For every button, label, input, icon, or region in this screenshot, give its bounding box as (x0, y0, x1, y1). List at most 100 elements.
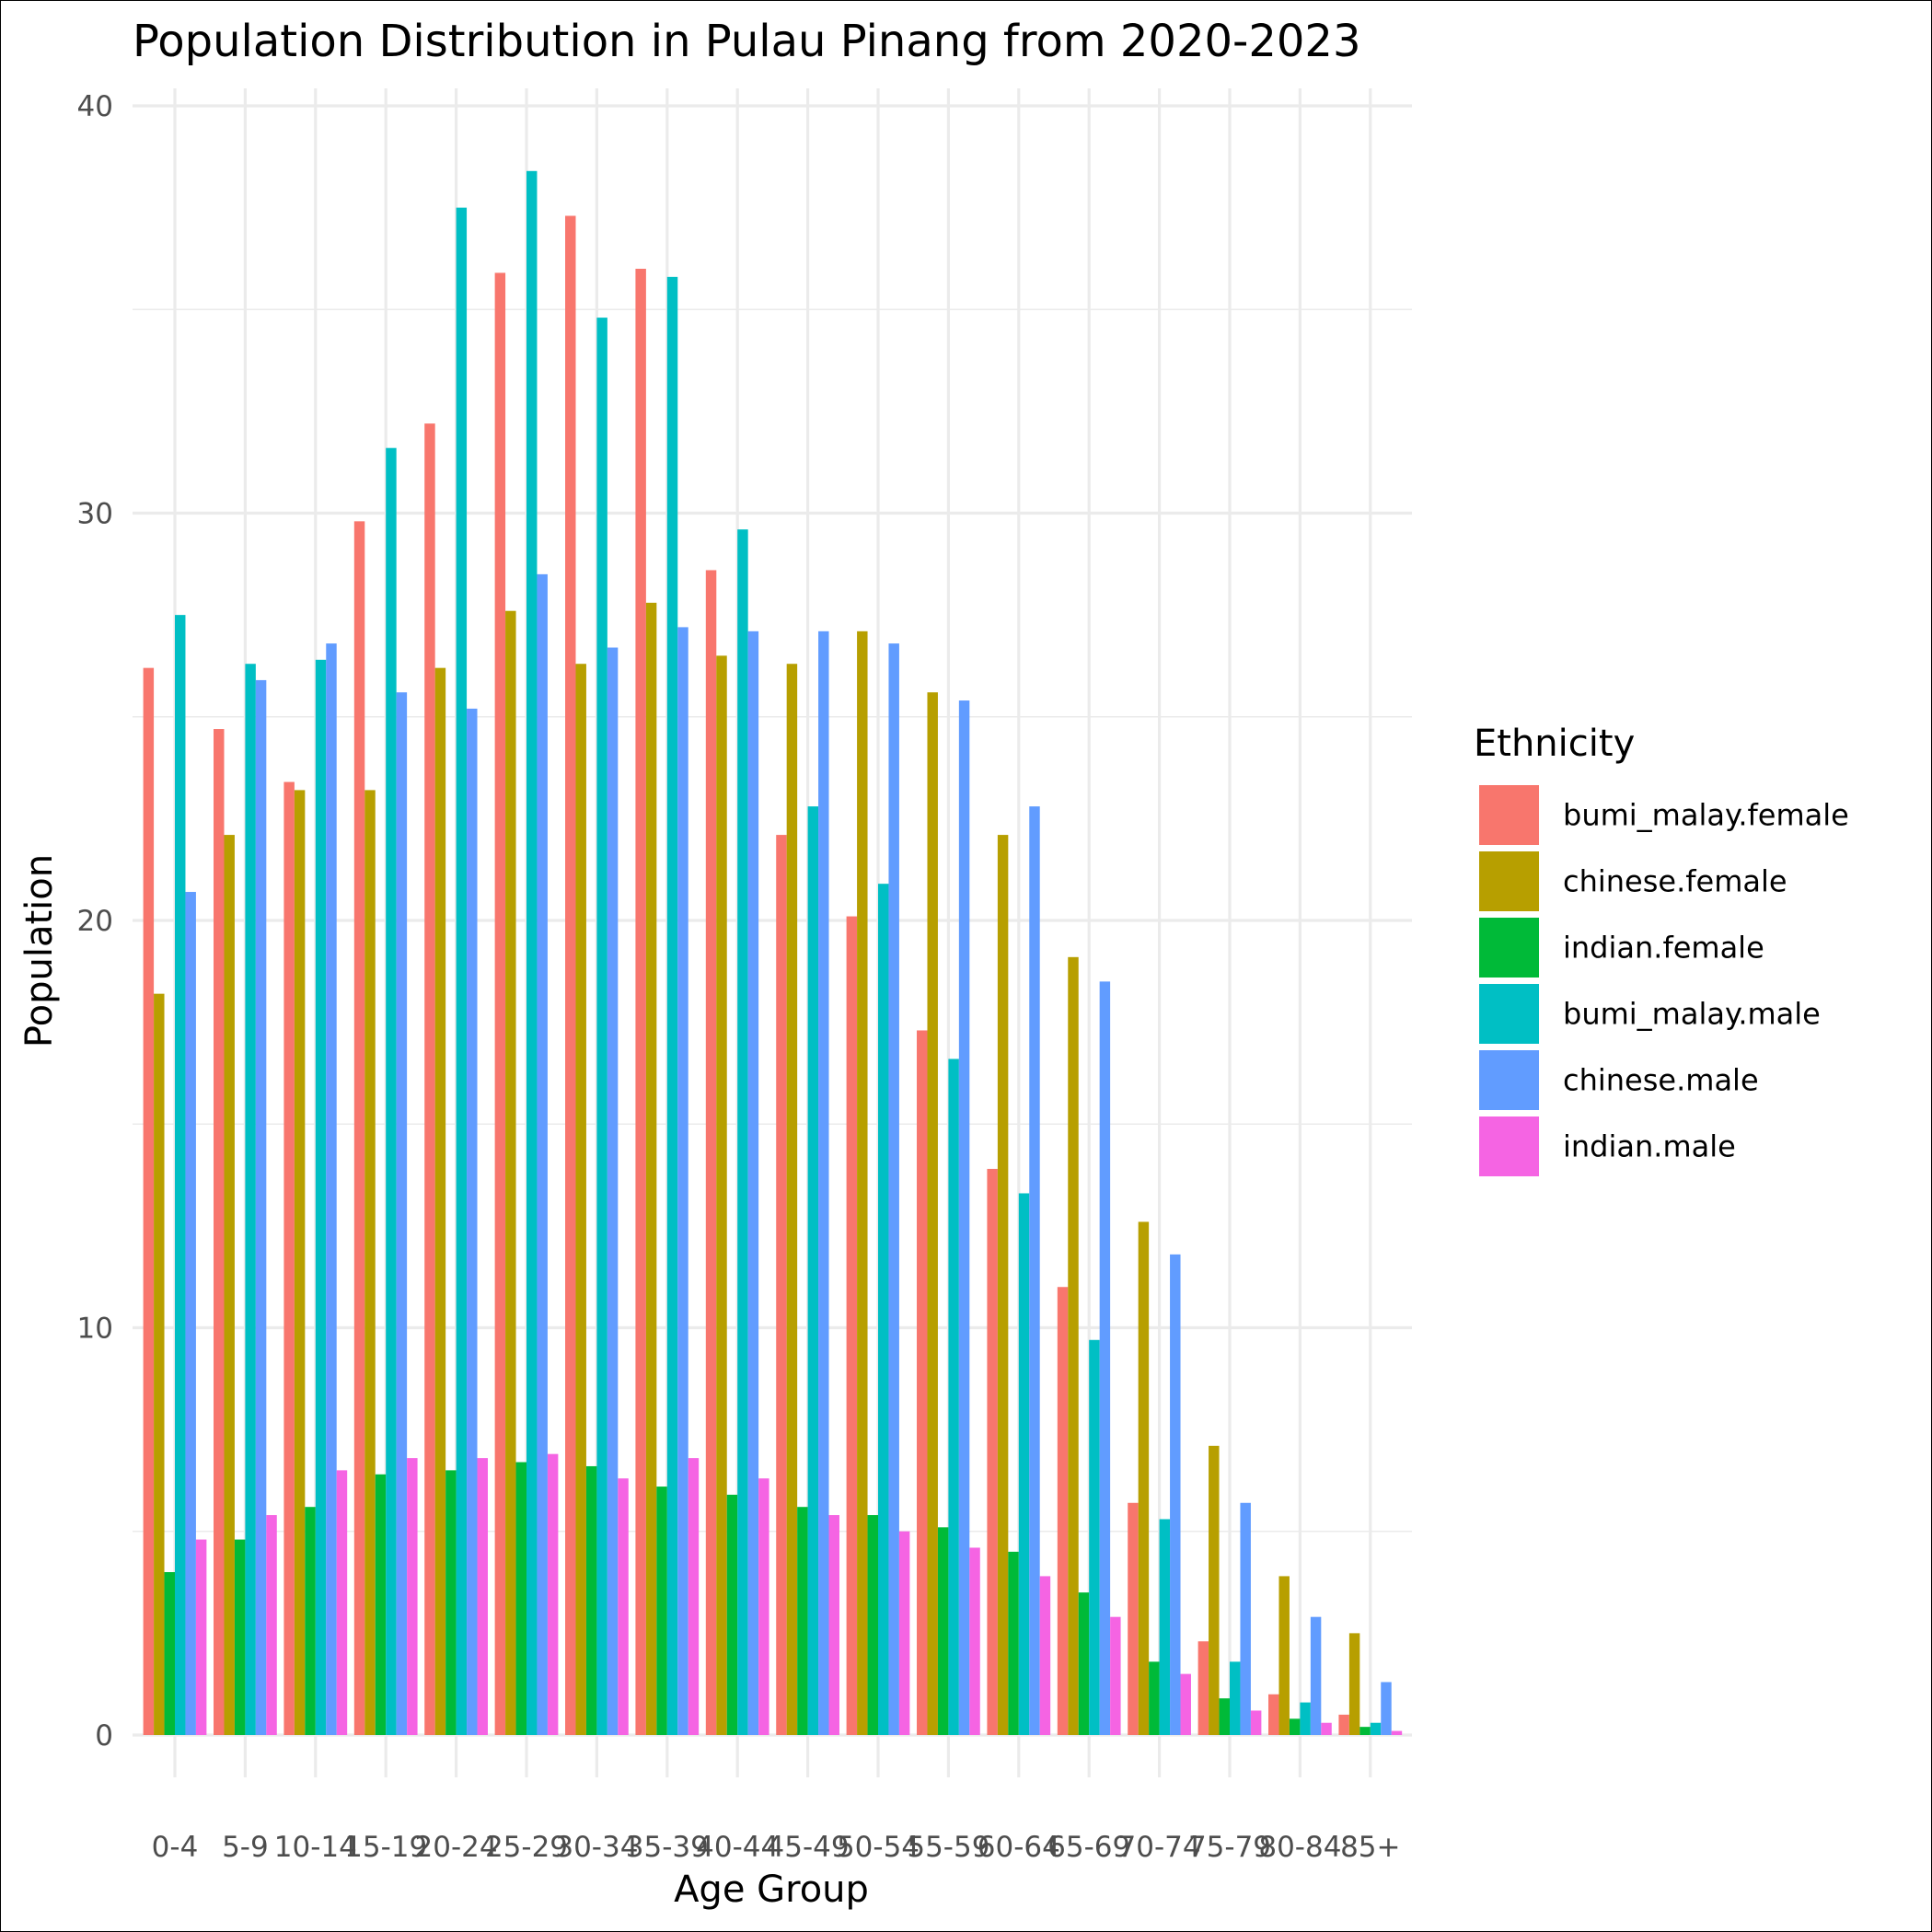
legend-label: bumi_malay.female (1563, 798, 1849, 833)
bar-chinese-female-20-24 (434, 667, 446, 1735)
bar-bumi-malay-male-15-19 (386, 447, 397, 1736)
bar-bumi-malay-female-20-24 (424, 423, 435, 1735)
bar-indian-female-65-69 (1078, 1592, 1090, 1735)
bar-bumi-malay-female-70-74 (1128, 1502, 1139, 1735)
bar-bumi-malay-female-55-59 (917, 1030, 928, 1735)
bar-chinese-male-0-4 (185, 892, 196, 1735)
bar-chinese-male-65-69 (1099, 981, 1111, 1735)
y-tick-label: 0 (95, 1719, 113, 1753)
legend-key-bumi-malay-female (1479, 785, 1539, 845)
bar-chinese-female-60-64 (997, 835, 1009, 1735)
bar-bumi-malay-male-70-74 (1159, 1519, 1171, 1735)
bar-indian-male-75-79 (1250, 1710, 1262, 1735)
bar-bumi-malay-male-45-49 (807, 806, 819, 1735)
bar-chinese-male-30-34 (607, 647, 619, 1735)
bar-indian-male-45-49 (828, 1515, 839, 1735)
legend-key-chinese-male (1479, 1050, 1539, 1110)
bar-indian-female-30-34 (585, 1465, 597, 1735)
bar-indian-female-35-39 (656, 1487, 667, 1735)
bar-chinese-female-5-9 (224, 835, 235, 1735)
y-tick-label: 20 (77, 905, 113, 938)
bar-chinese-female-35-39 (645, 602, 657, 1735)
x-tick-label: 0-4 (152, 1831, 199, 1864)
bar-bumi-malay-female-0-4 (143, 667, 155, 1735)
bar-chinese-female-40-44 (716, 655, 727, 1735)
bar-chinese-female-75-79 (1209, 1445, 1220, 1735)
bar-chinese-male-75-79 (1240, 1502, 1251, 1735)
x-tick-label: 50-54 (837, 1831, 920, 1864)
bar-chinese-female-65-69 (1068, 956, 1079, 1735)
y-tick-label: 40 (77, 90, 113, 123)
x-tick-label: 70-74 (1118, 1831, 1201, 1864)
bar-indian-male-70-74 (1180, 1673, 1191, 1735)
bar-bumi-malay-female-50-54 (846, 916, 858, 1735)
bar-bumi-malay-female-10-14 (283, 781, 295, 1735)
x-tick-label: 60-64 (978, 1831, 1060, 1864)
bar-indian-male-80-84 (1321, 1722, 1332, 1735)
bar-chinese-male-35-39 (677, 627, 688, 1735)
bars (143, 170, 1403, 1736)
bar-bumi-malay-female-30-34 (565, 215, 576, 1736)
bar-chinese-female-15-19 (364, 790, 376, 1735)
bar-chinese-male-15-19 (396, 692, 408, 1736)
bar-indian-male-40-44 (758, 1478, 769, 1735)
bar-bumi-malay-male-75-79 (1230, 1661, 1241, 1735)
bar-chinese-male-10-14 (326, 643, 337, 1735)
bar-bumi-malay-male-60-64 (1018, 1193, 1030, 1735)
bar-chinese-male-45-49 (818, 631, 829, 1736)
bar-chinese-male-50-54 (888, 643, 899, 1735)
bar-indian-female-25-29 (515, 1462, 526, 1735)
bar-indian-female-55-59 (937, 1527, 949, 1735)
x-tick-label: 45-49 (767, 1831, 850, 1864)
bar-indian-female-50-54 (867, 1515, 878, 1735)
bar-chinese-female-0-4 (154, 993, 165, 1735)
bar-indian-female-70-74 (1149, 1661, 1160, 1735)
bar-bumi-malay-male-10-14 (315, 659, 327, 1735)
x-axis-ticks: 0-4 5-9 10-1415-1920-2425-2930-3435-3940-4… (152, 1831, 1401, 1864)
bar-chinese-male-55-59 (958, 700, 970, 1735)
bar-bumi-malay-female-75-79 (1197, 1641, 1209, 1735)
bar-chinese-male-70-74 (1170, 1254, 1181, 1735)
x-tick-label: 40-44 (696, 1831, 779, 1864)
x-tick-label: 80-84 (1258, 1831, 1341, 1864)
bar-chinese-female-10-14 (294, 790, 306, 1735)
bar-indian-male-65-69 (1110, 1616, 1121, 1735)
bar-chinese-female-55-59 (927, 692, 938, 1736)
x-tick-label: 10-14 (274, 1831, 357, 1864)
bar-bumi-malay-female-60-64 (987, 1168, 998, 1735)
legend-key-indian-male (1479, 1116, 1539, 1176)
bar-bumi-malay-male-85+ (1370, 1722, 1382, 1735)
bar-bumi-malay-male-30-34 (596, 318, 607, 1736)
x-tick-label: 15-19 (344, 1831, 427, 1864)
bar-indian-male-85+ (1391, 1730, 1403, 1735)
bar-indian-male-25-29 (547, 1453, 559, 1735)
bar-bumi-malay-male-80-84 (1300, 1702, 1311, 1735)
bar-indian-female-40-44 (726, 1494, 738, 1735)
legend-key-indian-female (1479, 918, 1539, 978)
bar-bumi-malay-male-0-4 (175, 615, 186, 1735)
bar-chinese-female-30-34 (575, 664, 586, 1735)
bar-chinese-male-85+ (1381, 1682, 1392, 1735)
bar-chinese-female-70-74 (1138, 1221, 1150, 1735)
legend-key-chinese-female (1479, 851, 1539, 911)
y-tick-label: 30 (77, 498, 113, 531)
x-tick-label: 30-34 (555, 1831, 638, 1864)
x-tick-label: 65-69 (1047, 1831, 1130, 1864)
bar-indian-female-20-24 (445, 1470, 457, 1735)
bar-chinese-male-5-9 (255, 679, 267, 1735)
bar-bumi-malay-female-80-84 (1268, 1694, 1279, 1735)
x-tick-label: 85+ (1340, 1831, 1400, 1864)
bar-indian-male-5-9 (266, 1515, 277, 1735)
bar-chinese-male-60-64 (1029, 806, 1040, 1735)
bar-chinese-female-80-84 (1278, 1576, 1290, 1735)
bar-indian-male-20-24 (477, 1458, 488, 1735)
bar-indian-female-5-9 (234, 1539, 246, 1735)
chart-title: Population Distribution in Pulau Pinang … (133, 16, 1361, 67)
bar-bumi-malay-female-5-9 (214, 729, 225, 1735)
bar-indian-female-75-79 (1219, 1698, 1230, 1735)
legend-key-bumi-malay-male (1479, 984, 1539, 1044)
bar-indian-female-85+ (1359, 1727, 1371, 1735)
bar-bumi-malay-male-55-59 (948, 1059, 959, 1735)
y-tick-label: 10 (77, 1313, 113, 1346)
